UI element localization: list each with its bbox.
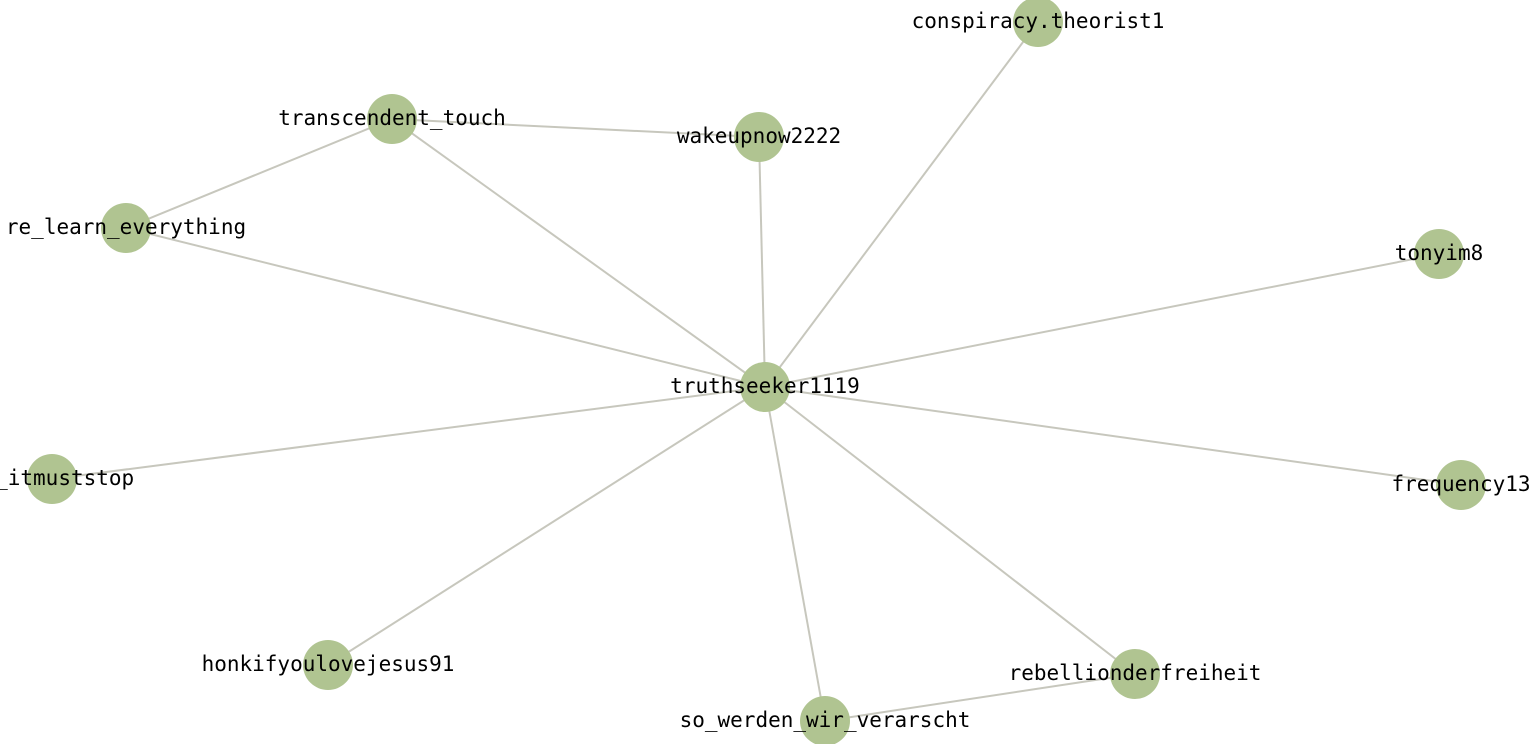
edge-rebellionderfreiheit-so-werden-wir-verarscht: [824, 673, 1136, 722]
node-label-frequency13: frequency13: [1391, 472, 1530, 496]
node-label-truthseeker1119: truthseeker1119: [670, 374, 860, 398]
edge-truthseeker1119-conspiracy-theorist1: [764, 21, 1039, 388]
edge-truthseeker1119-rebellionderfreiheit: [764, 386, 1136, 675]
node-label-wakeupnow2222: wakeupnow2222: [677, 124, 841, 148]
edge-truthseeker1119-honkifyoulovejesus91: [327, 386, 766, 666]
edge-layer: [51, 21, 1462, 722]
node-wakeupnow2222[interactable]: [734, 112, 784, 162]
node-tonyim8[interactable]: [1414, 229, 1464, 279]
edge-truthseeker1119-so-werden-wir-verarscht: [764, 386, 826, 722]
node-layer: [27, 0, 1486, 744]
node-label-conspiracy-theorist1: conspiracy.theorist1: [912, 9, 1165, 33]
node-label-ey-itmuststop: ey_itmuststop: [0, 466, 134, 490]
node-label-tonyim8: tonyim8: [1395, 241, 1484, 265]
edge-truthseeker1119-tonyim8: [764, 253, 1440, 388]
node-label-re-learn-everything: re_learn_everything: [6, 215, 246, 239]
edge-truthseeker1119-ey-itmuststop: [51, 386, 766, 480]
node-rebellionderfreiheit[interactable]: [1110, 649, 1160, 699]
label-layer: truthseeker1119 conspiracy.theorist1 trans…: [0, 9, 1531, 732]
node-label-transcendent-touch: transcendent_touch: [278, 106, 506, 130]
node-label-honkifyoulovejesus91: honkifyoulovejesus91: [202, 652, 455, 676]
edge-truthseeker1119-wakeupnow2222: [758, 136, 766, 388]
edge-truthseeker1119-transcendent-touch: [391, 118, 766, 388]
node-label-so-werden-wir-verarscht: so_werden_wir_verarscht: [680, 708, 971, 732]
node-honkifyoulovejesus91[interactable]: [303, 640, 353, 690]
node-so-werden-wir-verarscht[interactable]: [800, 696, 850, 744]
node-label-rebellionderfreiheit: rebellionderfreiheit: [1009, 661, 1262, 685]
edge-transcendent-touch-re-learn-everything: [125, 118, 393, 229]
node-ey-itmuststop[interactable]: [27, 454, 77, 504]
edge-truthseeker1119-re-learn-everything: [125, 227, 766, 388]
node-frequency13[interactable]: [1436, 460, 1486, 510]
edge-transcendent-touch-wakeupnow2222: [391, 118, 760, 138]
node-truthseeker1119[interactable]: [740, 362, 790, 412]
node-transcendent-touch[interactable]: [367, 94, 417, 144]
node-re-learn-everything[interactable]: [101, 203, 151, 253]
edge-truthseeker1119-frequency13: [764, 386, 1462, 486]
node-conspiracy-theorist1[interactable]: [1013, 0, 1063, 47]
